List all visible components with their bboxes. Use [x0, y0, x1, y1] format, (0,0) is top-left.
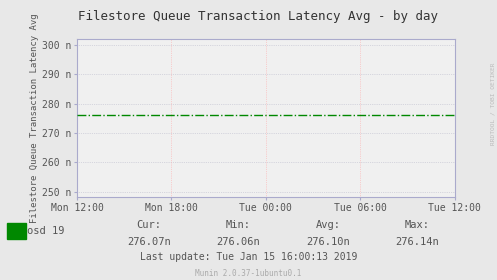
Text: Min:: Min:: [226, 220, 251, 230]
Text: 276.07n: 276.07n: [127, 237, 171, 247]
Text: Filestore Queue Transaction Latency Avg - by day: Filestore Queue Transaction Latency Avg …: [79, 10, 438, 23]
Text: 276.14n: 276.14n: [396, 237, 439, 247]
Text: Avg:: Avg:: [316, 220, 340, 230]
Y-axis label: Filestore Queue Transaction Latency Avg: Filestore Queue Transaction Latency Avg: [30, 13, 39, 223]
Text: 276.10n: 276.10n: [306, 237, 350, 247]
Text: 276.06n: 276.06n: [217, 237, 260, 247]
Text: Cur:: Cur:: [137, 220, 162, 230]
Text: RRDTOOL / TOBI OETIKER: RRDTOOL / TOBI OETIKER: [491, 62, 496, 145]
Text: Max:: Max:: [405, 220, 430, 230]
Text: Munin 2.0.37-1ubuntu0.1: Munin 2.0.37-1ubuntu0.1: [195, 269, 302, 277]
Text: Last update: Tue Jan 15 16:00:13 2019: Last update: Tue Jan 15 16:00:13 2019: [140, 252, 357, 262]
Text: osd 19: osd 19: [27, 226, 65, 236]
